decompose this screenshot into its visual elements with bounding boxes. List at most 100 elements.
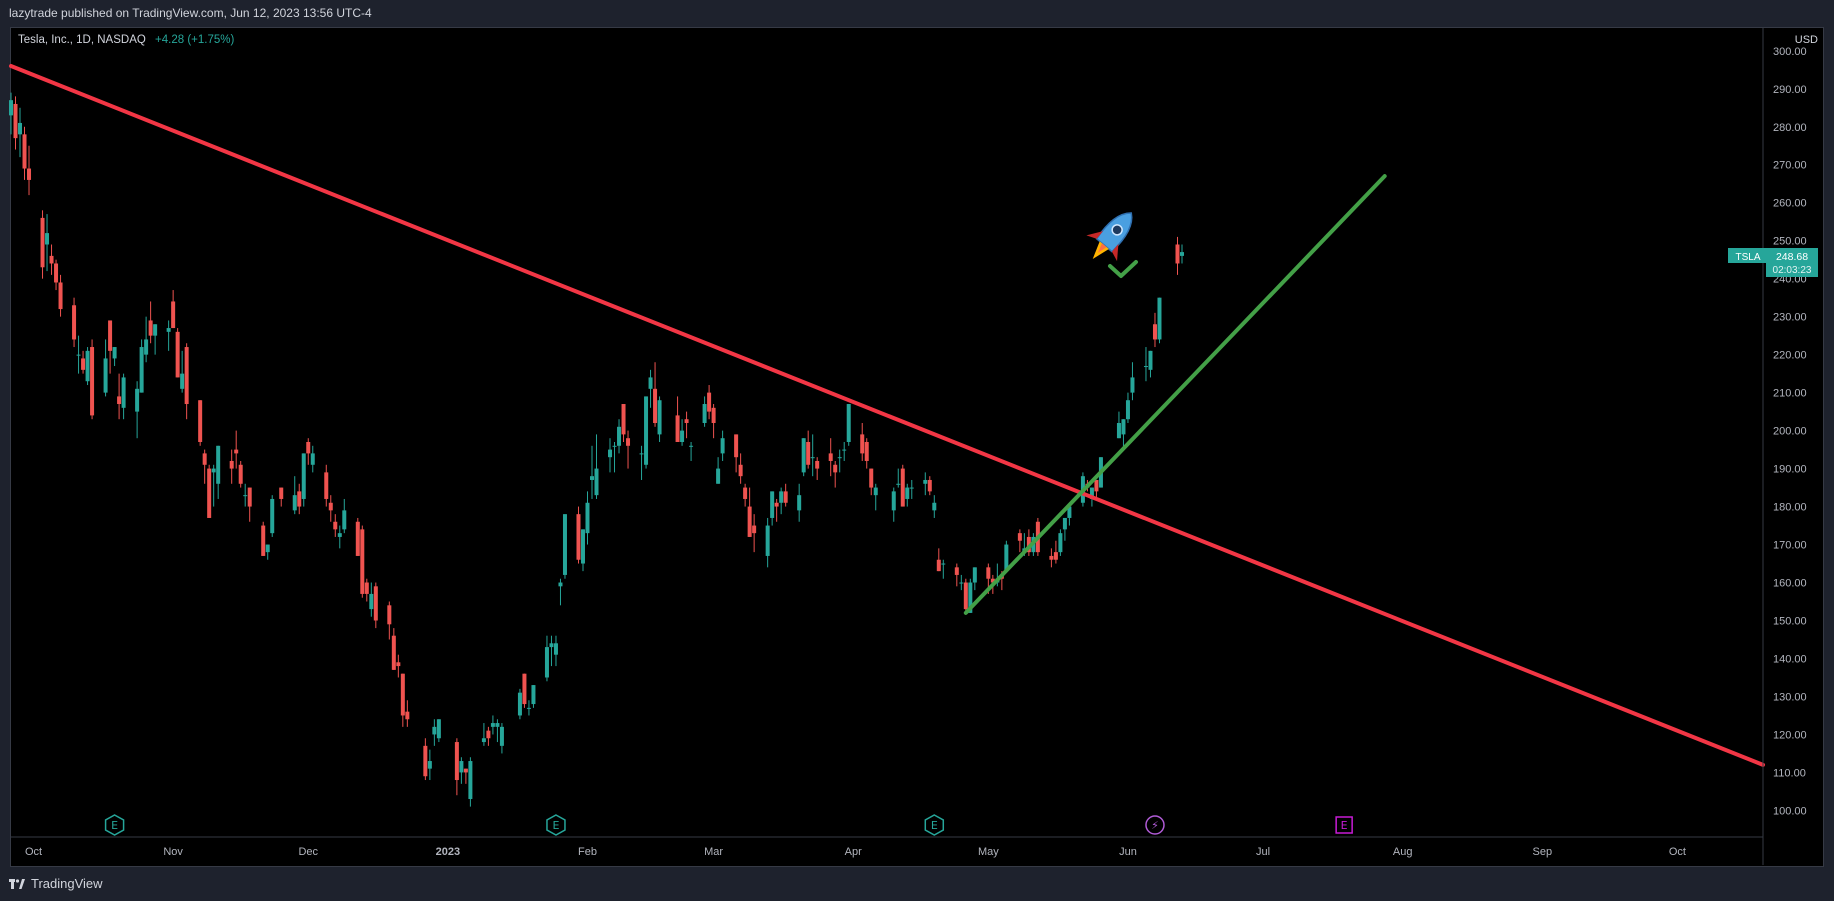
candle <box>72 297 77 348</box>
price-tick-label: 190.00 <box>1773 464 1807 476</box>
candle <box>310 445 315 473</box>
candle <box>558 578 563 606</box>
candle <box>553 635 558 667</box>
candle-body <box>747 506 752 537</box>
candle-body <box>463 768 468 773</box>
candle <box>747 487 752 537</box>
candle-body <box>562 514 567 575</box>
brand-label: TradingView <box>31 876 103 891</box>
candle-body <box>486 730 491 739</box>
price-tick-label: 300.00 <box>1773 46 1807 58</box>
candle <box>229 449 234 484</box>
event-marker[interactable]: E <box>924 814 945 836</box>
event-marker[interactable]: E <box>546 814 566 836</box>
price-tick-label: 130.00 <box>1773 691 1807 703</box>
candle <box>364 578 369 602</box>
tradingview-logo[interactable]: TradingView <box>9 876 103 891</box>
ticker-label: TSLA <box>1735 252 1760 263</box>
trendline-resistance[interactable] <box>9 63 1765 767</box>
candle-body <box>774 502 779 507</box>
event-marker[interactable]: E <box>104 814 125 836</box>
trendlines[interactable] <box>9 63 1765 767</box>
candle-body <box>657 400 662 435</box>
candle <box>463 768 468 784</box>
event-marker[interactable]: E <box>1335 816 1353 834</box>
candle-body <box>972 567 977 583</box>
price-tick-label: 280.00 <box>1773 122 1807 134</box>
candle <box>936 548 941 572</box>
candle <box>85 347 90 386</box>
candle-body <box>202 453 207 465</box>
candle-body <box>680 430 685 442</box>
publish-header: lazytrade published on TradingView.com, … <box>9 6 372 20</box>
candle-body <box>837 457 842 459</box>
candle-body <box>1175 244 1180 264</box>
candle <box>279 487 284 507</box>
candle <box>369 582 374 617</box>
candle-body <box>558 582 563 587</box>
candle <box>517 688 522 720</box>
candle <box>689 441 694 461</box>
currency-label[interactable]: USD <box>1794 34 1818 46</box>
candle-body <box>810 457 815 459</box>
event-marker[interactable]: ⚡ <box>1145 815 1165 835</box>
candle <box>166 320 171 351</box>
ticker-tag <box>1728 248 1768 263</box>
price-tick-label: 160.00 <box>1773 578 1807 590</box>
candle-body <box>234 449 239 454</box>
candle <box>495 719 500 743</box>
time-tick-label: Sep <box>1533 846 1553 858</box>
trendline-support[interactable] <box>963 174 1387 615</box>
candle-body <box>549 643 554 648</box>
candle-body <box>585 502 590 534</box>
candle-body <box>711 407 716 424</box>
candle <box>810 434 815 477</box>
candle <box>459 757 464 784</box>
time-tick-label: Feb <box>578 846 597 858</box>
candle <box>522 673 527 708</box>
candle <box>594 434 599 499</box>
candle-body <box>103 358 108 393</box>
earnings-hexagon <box>546 814 566 836</box>
candle <box>626 430 631 469</box>
candle <box>427 749 432 781</box>
candle-body <box>909 487 914 489</box>
candle-body <box>54 263 59 283</box>
symbol-legend[interactable]: Tesla, Inc., 1D, NASDAQ +4.28 (+1.75%) <box>18 34 234 46</box>
candle <box>1116 411 1121 439</box>
candle <box>770 491 775 526</box>
candle-body <box>1053 552 1058 560</box>
candle-body <box>936 559 941 572</box>
candle-body <box>954 567 959 575</box>
candle <box>675 396 680 442</box>
candle-body <box>13 103 18 139</box>
candle <box>90 339 95 420</box>
candle <box>779 487 784 515</box>
time-axis[interactable]: Oct Nov Dec 2023 Feb Mar Apr May Jun Jul Aug Sep Oct <box>11 836 1763 858</box>
candle-body <box>180 373 185 389</box>
candle <box>1062 517 1067 541</box>
candle <box>139 339 144 393</box>
candle <box>923 472 928 496</box>
candle-body <box>1180 252 1185 256</box>
candle <box>648 369 653 408</box>
candle-body <box>148 320 153 336</box>
candle-body <box>1130 377 1135 393</box>
candle <box>27 145 32 196</box>
candle <box>436 719 441 743</box>
candle <box>49 244 54 275</box>
time-tick-label: Oct <box>1669 846 1686 858</box>
price-axis[interactable]: 100.00 110.00 120.00 130.00 140.00 150.00 160.… <box>1762 28 1807 865</box>
candle <box>1152 312 1157 348</box>
candle <box>905 483 910 507</box>
price-tick-label: 100.00 <box>1773 805 1807 817</box>
candle-body <box>1152 324 1157 340</box>
candle-body <box>1004 544 1009 572</box>
candle-body <box>1094 479 1099 492</box>
candle <box>707 385 712 420</box>
candle-body <box>905 487 910 499</box>
candle-body <box>896 483 901 485</box>
candle-body <box>553 643 558 655</box>
candle <box>468 757 473 807</box>
